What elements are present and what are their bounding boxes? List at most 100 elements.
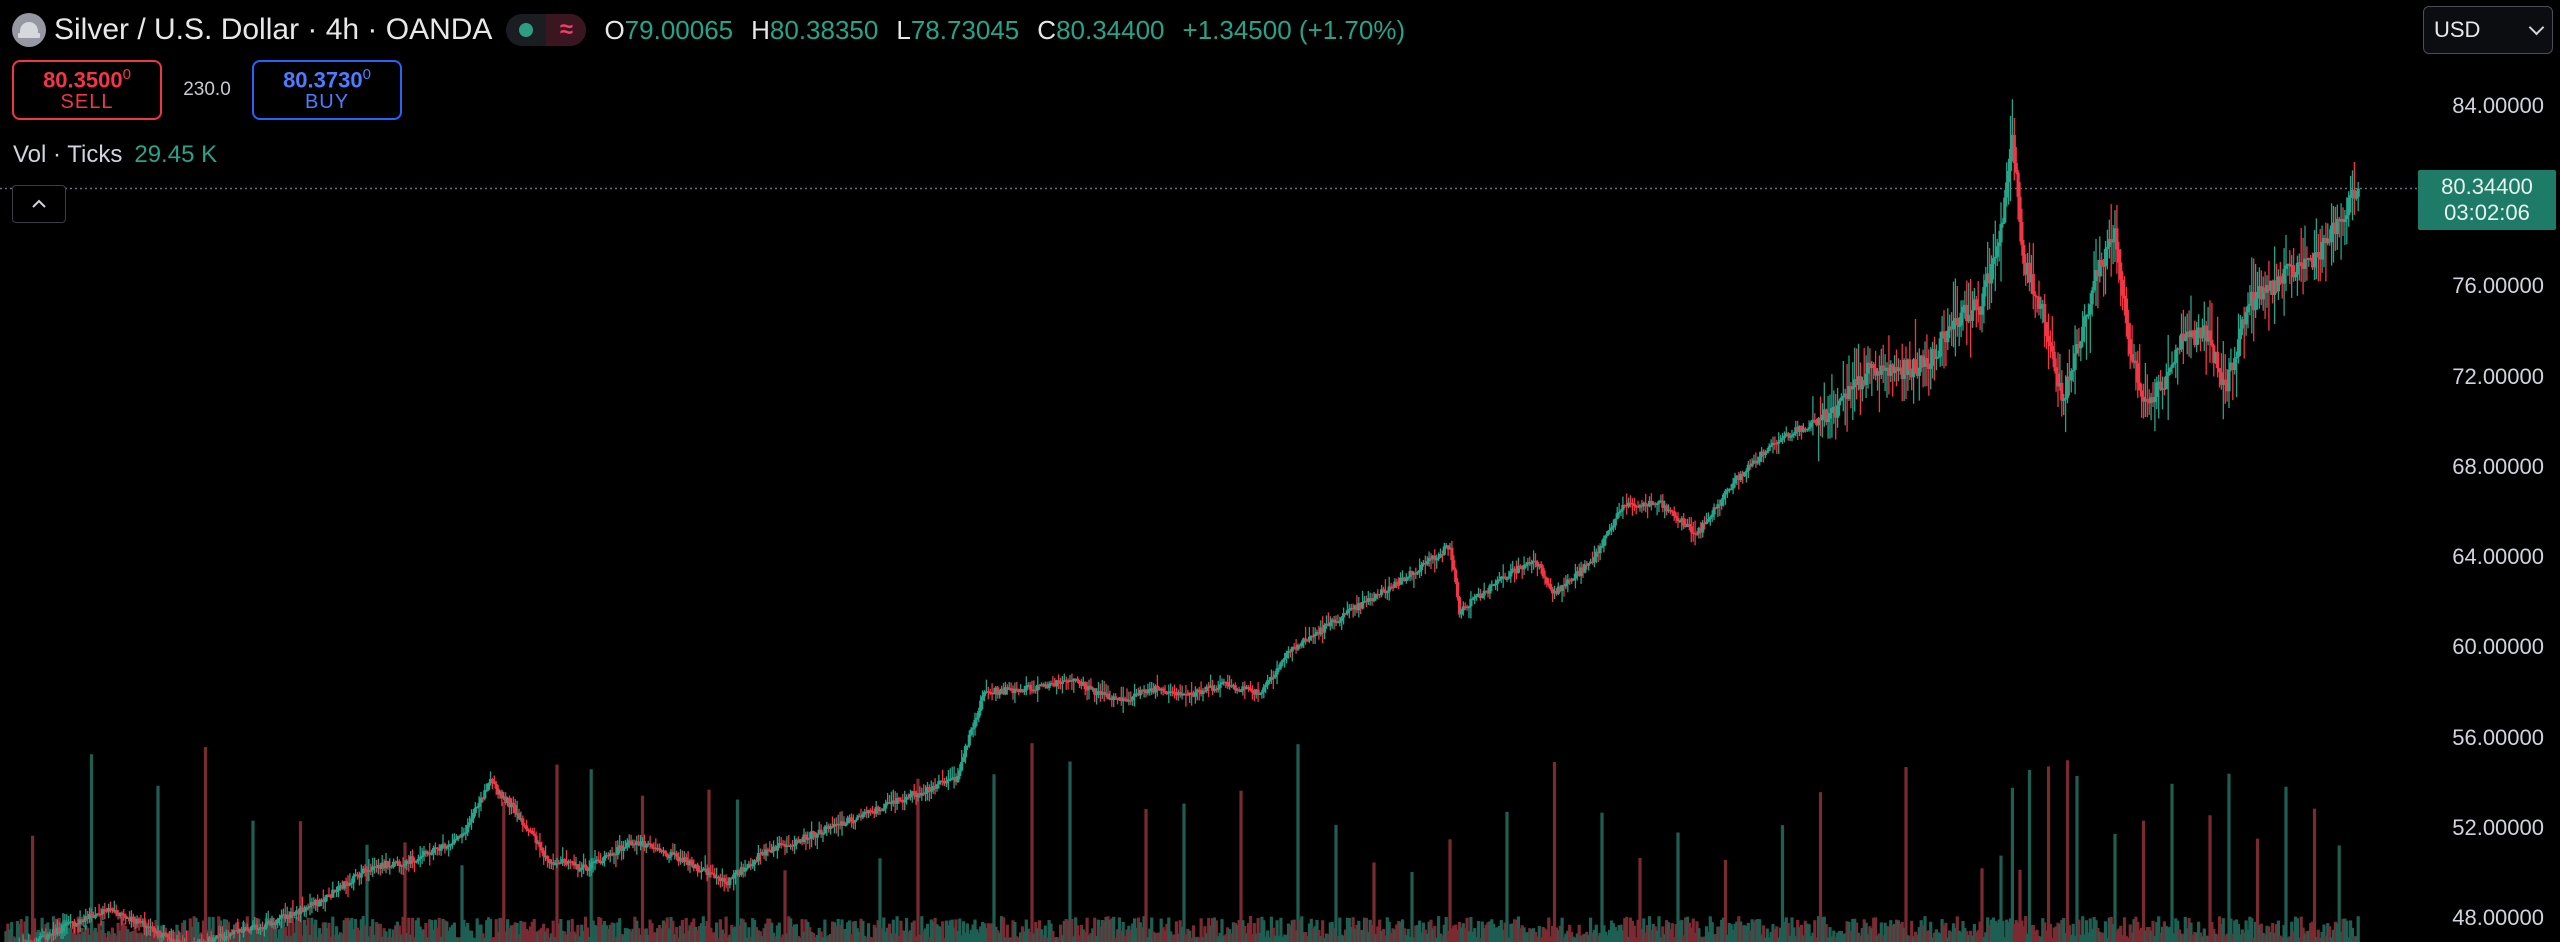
candle-body: [1951, 320, 1956, 330]
candle: [2172, 361, 2176, 368]
candle: [2008, 115, 2013, 202]
candle-body: [1190, 692, 1194, 696]
collapse-legend-button[interactable]: [12, 185, 66, 223]
candle-body: [374, 866, 379, 869]
candle: [2107, 219, 2111, 259]
volume-bar: [1780, 825, 1785, 942]
candle-body: [160, 935, 164, 938]
sell-button[interactable]: 80.35000 SELL: [12, 60, 162, 120]
volume-bar: [688, 925, 692, 942]
volume-legend[interactable]: Vol · Ticks 29.45 K: [13, 141, 217, 169]
candle: [1896, 358, 1900, 382]
volume-bar: [1533, 931, 1538, 942]
volume-bar: [984, 928, 988, 942]
currency-select[interactable]: USD: [2423, 6, 2553, 54]
volume-bar: [86, 927, 90, 942]
volume-bar: [2100, 932, 2104, 942]
candle: [1469, 591, 1473, 619]
candle-body: [1317, 632, 1321, 635]
volume-bar: [1007, 937, 1011, 942]
volume-bar: [329, 936, 333, 942]
volume-bar: [1499, 920, 1503, 942]
volume-bar: [509, 925, 513, 942]
candle: [93, 906, 97, 920]
candle-body: [412, 861, 417, 863]
candle-body: [547, 859, 551, 863]
volume-bar: [1081, 929, 1085, 942]
candle-body: [1471, 598, 1475, 601]
volume-bar: [1847, 922, 1851, 942]
buy-button[interactable]: 80.37300 BUY: [252, 60, 402, 120]
candle: [1264, 682, 1268, 694]
volume-bar: [1851, 918, 1855, 942]
candle: [1484, 590, 1488, 593]
candle: [316, 894, 320, 912]
volume-bar: [412, 937, 417, 942]
volume-bar: [399, 934, 403, 942]
market-open-icon[interactable]: [506, 14, 546, 46]
volume-bar: [492, 937, 496, 942]
candle: [1262, 683, 1266, 699]
volume-bar: [1459, 927, 1463, 942]
volume-bar: [439, 936, 443, 942]
candle-body: [243, 927, 247, 931]
candle-body: [1552, 590, 1557, 594]
market-status-pill[interactable]: ≈: [506, 14, 587, 46]
candle: [705, 864, 709, 882]
volume-bar: [971, 924, 975, 942]
volume-bar: [794, 924, 798, 942]
candle: [36, 937, 40, 942]
candle: [753, 859, 757, 871]
candle-body: [1980, 306, 1984, 315]
candle-body: [1286, 650, 1291, 653]
candle-body: [848, 817, 852, 819]
volume-bar: [1558, 925, 1562, 942]
volume-bar: [848, 920, 852, 942]
volume-bar: [1598, 933, 1602, 942]
candle: [2178, 335, 2182, 355]
candle: [1936, 350, 1940, 359]
candle-body: [59, 931, 63, 934]
volume-bar: [2071, 923, 2075, 942]
volume-bar: [2276, 920, 2280, 942]
price-axis[interactable]: 84.0000080.0000076.0000072.0000068.00000…: [2432, 0, 2560, 942]
volume-bar: [730, 924, 734, 942]
candle: [857, 813, 861, 818]
candle: [1157, 686, 1161, 691]
candle: [2206, 306, 2210, 346]
volume-bar: [1127, 925, 1131, 942]
candle: [563, 858, 567, 867]
volume-bar: [937, 926, 941, 942]
candle-body: [762, 852, 766, 856]
candle-body: [1910, 369, 1914, 378]
volume-bar: [289, 935, 293, 942]
volume-bar: [380, 936, 384, 942]
delayed-data-icon[interactable]: ≈: [546, 14, 587, 46]
volume-bar: [1913, 931, 1918, 942]
volume-bar: [1182, 803, 1186, 942]
candle: [1340, 616, 1344, 630]
volume-bar: [8, 929, 12, 942]
candle-body: [1062, 680, 1066, 682]
candle: [1150, 682, 1154, 695]
candle: [33, 938, 36, 942]
candle-body: [2257, 286, 2261, 292]
volume-bar: [2333, 921, 2337, 942]
volume-bar: [1644, 932, 1648, 942]
candle: [1670, 509, 1674, 516]
price-chart[interactable]: [0, 0, 2432, 942]
symbol-title[interactable]: Silver / U.S. Dollar · 4h · OANDA: [54, 13, 493, 46]
candle: [167, 931, 171, 942]
candle: [1716, 499, 1720, 517]
candle-body: [743, 868, 747, 872]
candle: [1811, 396, 1815, 436]
candle: [1391, 584, 1395, 592]
candle: [338, 882, 342, 891]
volume-bar: [405, 933, 409, 942]
silver-coin-icon[interactable]: [12, 13, 46, 47]
volume-bar: [1418, 920, 1422, 942]
candle-body: [2229, 362, 2233, 370]
candle: [1169, 683, 1173, 697]
candle: [76, 918, 80, 933]
volume-bar: [1140, 927, 1144, 942]
